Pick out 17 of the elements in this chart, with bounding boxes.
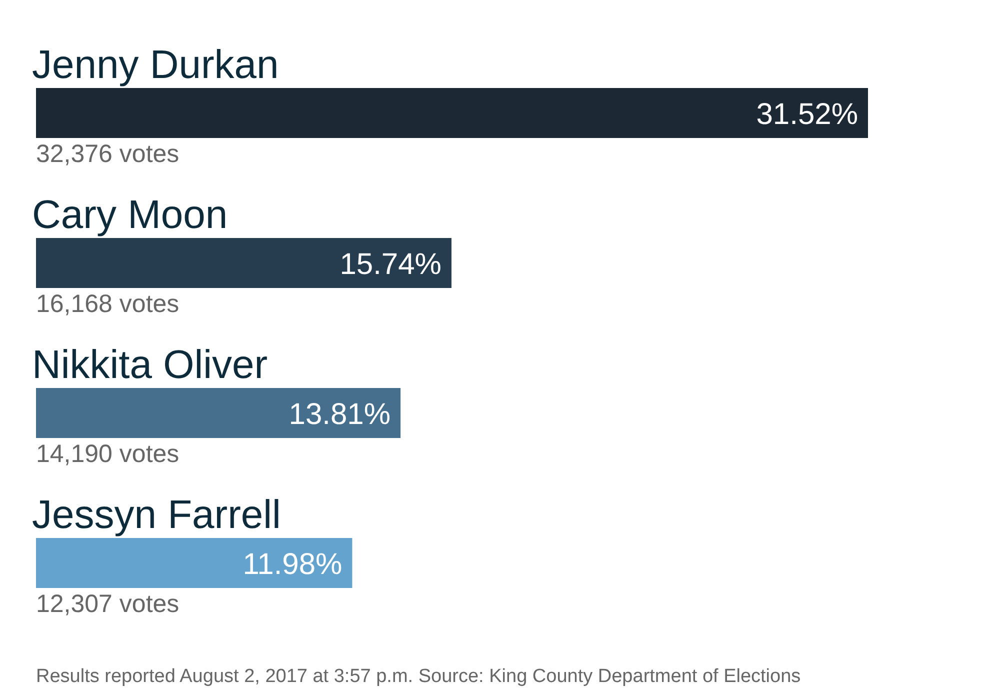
annotation: 12,307 votes bbox=[36, 590, 180, 618]
text: Results reported August 2, 2017 at 3:57 p.m. Source: King County Department of Elections bbox=[36, 666, 801, 687]
y-tick-label: Jenny Durkan bbox=[32, 43, 279, 87]
bar bbox=[36, 88, 868, 138]
bar bbox=[36, 538, 352, 588]
data-label: 13.81% bbox=[288, 398, 391, 431]
bar bbox=[36, 238, 452, 288]
y-tick-label: Cary Moon bbox=[32, 193, 228, 237]
data-label: 11.98% bbox=[242, 548, 342, 581]
y-tick-label: Nikkita Oliver bbox=[32, 343, 268, 387]
bar bbox=[36, 388, 401, 438]
annotation: 16,168 votes bbox=[36, 290, 180, 318]
data-label: 31.52% bbox=[756, 98, 858, 131]
y-tick-label: Jessyn Farrell bbox=[32, 493, 281, 537]
annotation: 32,376 votes bbox=[36, 140, 180, 168]
annotation: 14,190 votes bbox=[36, 440, 180, 468]
data-label: 15.74% bbox=[340, 248, 442, 281]
